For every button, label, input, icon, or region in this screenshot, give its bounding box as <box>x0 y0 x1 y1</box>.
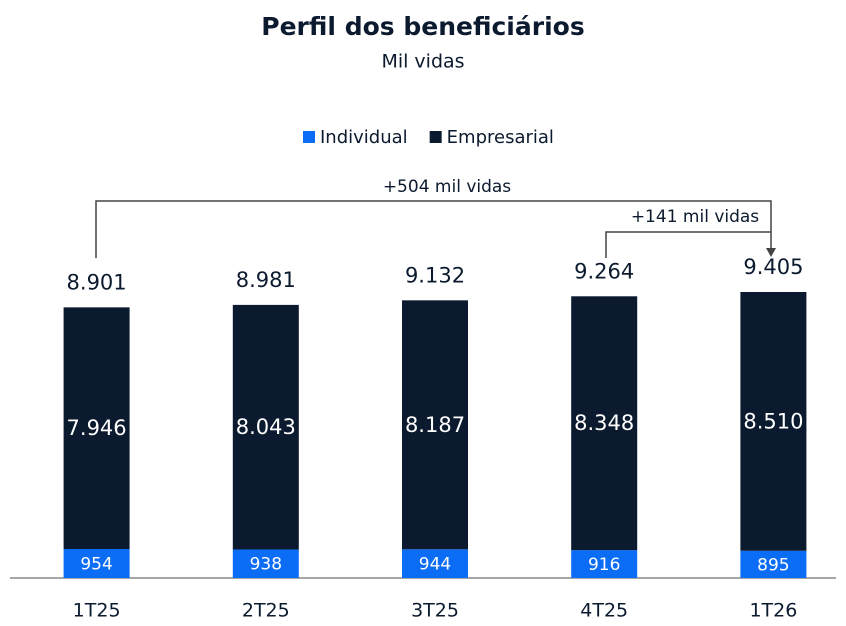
bar-segment <box>740 292 807 551</box>
total-label: 8.981 <box>236 268 296 292</box>
x-tick-label: 2T25 <box>242 600 290 622</box>
bar-segment <box>740 550 807 578</box>
value-label: 895 <box>757 555 789 575</box>
bar-segment <box>232 549 299 578</box>
value-label: 8.043 <box>236 415 296 439</box>
x-tick-label: 1T26 <box>749 600 797 622</box>
arrow-head <box>766 248 776 257</box>
bar-segment <box>63 307 130 549</box>
bracket <box>95 200 772 258</box>
value-label: 8.348 <box>574 411 634 435</box>
bar-segment <box>571 550 638 578</box>
legend-label: Individual <box>320 127 408 148</box>
annotation: +504 mil vidas <box>383 177 511 197</box>
total-label: 9.264 <box>574 259 634 283</box>
annotation: +141 mil vidas <box>631 207 759 227</box>
bar-segment <box>402 300 468 550</box>
value-label: 8.510 <box>743 409 803 433</box>
x-tick-label: 1T25 <box>73 600 121 622</box>
value-label: 938 <box>250 555 282 575</box>
total-label: 9.132 <box>405 263 465 287</box>
value-label: 954 <box>80 554 112 574</box>
x-tick-label: 3T25 <box>411 600 459 622</box>
legend-label: Empresarial <box>447 127 554 148</box>
total-label: 9.405 <box>743 255 803 279</box>
value-label: 8.187 <box>405 413 465 437</box>
total-label: 8.901 <box>67 270 127 294</box>
chart-subtitle: Mil vidas <box>381 51 464 73</box>
bar-segment <box>571 296 638 551</box>
legend-swatch <box>303 131 315 143</box>
chart-title: Perfil dos beneficiários <box>261 12 584 41</box>
value-label: 7.946 <box>67 416 127 440</box>
bar-segment <box>402 549 468 578</box>
bar-segment <box>63 548 130 578</box>
value-label: 944 <box>419 555 451 575</box>
legend-swatch <box>429 131 442 143</box>
bar-segment <box>232 304 299 550</box>
bracket <box>605 231 771 258</box>
x-tick-label: 4T25 <box>580 600 628 622</box>
value-label: 916 <box>588 555 620 575</box>
